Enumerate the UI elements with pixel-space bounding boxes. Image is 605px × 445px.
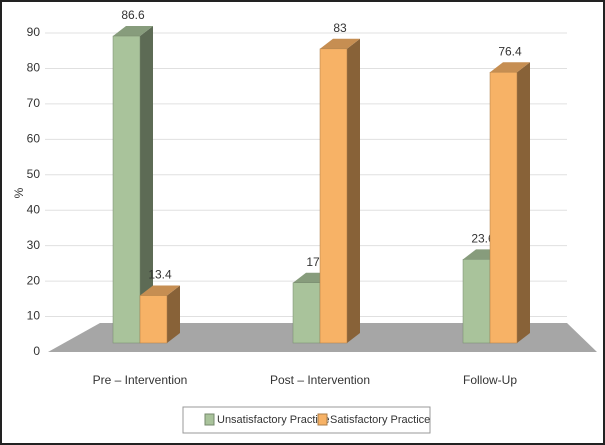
bar xyxy=(319,48,348,344)
bar xyxy=(139,295,168,344)
y-tick-label: 90 xyxy=(27,25,41,39)
legend-swatch xyxy=(317,413,328,426)
x-tick-label: Post – Intervention xyxy=(270,373,370,387)
x-tick-label: Follow-Up xyxy=(463,373,517,387)
data-label: 13.4 xyxy=(148,268,172,282)
data-label: 83 xyxy=(333,21,347,35)
legend-label: Satisfactory Practice xyxy=(330,414,430,426)
bar xyxy=(462,259,491,344)
bar-side xyxy=(517,62,530,344)
legend-label: Unsatisfactory Practice xyxy=(217,414,329,426)
y-tick-label: 50 xyxy=(27,167,41,181)
bar xyxy=(489,71,518,344)
y-tick-label: 80 xyxy=(27,61,41,75)
y-tick-label: 30 xyxy=(27,238,41,252)
bar-top xyxy=(113,26,153,37)
y-tick-label: 40 xyxy=(27,202,41,216)
bar xyxy=(112,35,141,344)
y-tick-label: 10 xyxy=(27,309,41,323)
data-label: 76.4 xyxy=(498,44,522,58)
x-tick-label: Pre – Intervention xyxy=(93,373,188,387)
bar-side xyxy=(167,285,180,343)
y-axis-label: % xyxy=(12,187,26,198)
bar-side xyxy=(347,38,360,344)
y-tick-label: 0 xyxy=(33,344,40,358)
bar-top xyxy=(140,285,180,296)
bar-top xyxy=(490,62,530,73)
y-tick-label: 70 xyxy=(27,96,41,110)
y-tick-label: 60 xyxy=(27,132,41,146)
legend-box xyxy=(182,406,431,434)
bar-side xyxy=(140,26,153,343)
y-tick-label: 20 xyxy=(27,273,41,287)
bar xyxy=(292,282,321,344)
data-label: 23.6 xyxy=(471,232,495,246)
data-label: 86.6 xyxy=(121,8,145,22)
data-label: 17 xyxy=(306,255,320,269)
legend-swatch xyxy=(204,413,215,426)
bar-top xyxy=(320,38,360,49)
